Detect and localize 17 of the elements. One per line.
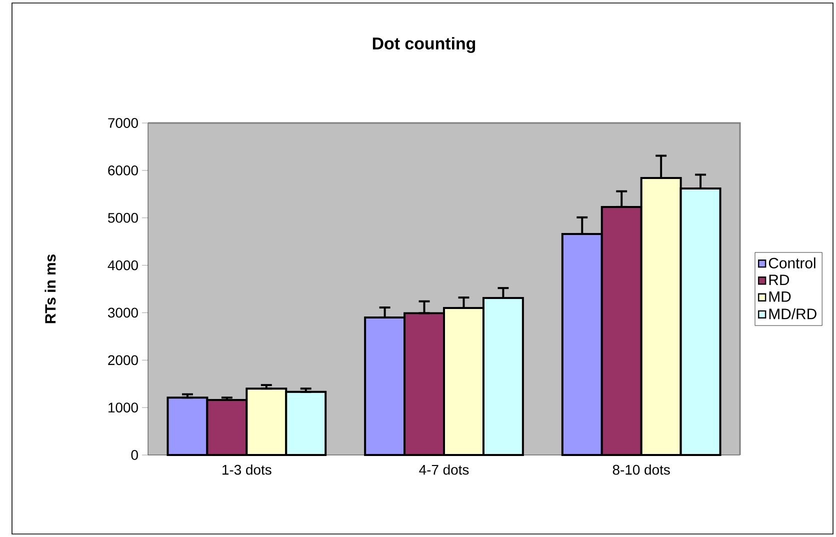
chart-title: Dot counting bbox=[372, 37, 476, 53]
y-tick-label: 5000 bbox=[108, 212, 138, 223]
y-tick-label: 3000 bbox=[108, 308, 138, 318]
y-axis-title: RTs in ms bbox=[44, 254, 56, 324]
y-tick-label: 0 bbox=[131, 450, 138, 460]
y-tick-label: 7000 bbox=[108, 118, 138, 128]
legend-label: Control bbox=[768, 257, 816, 268]
legend-label: RD bbox=[769, 274, 790, 286]
x-tick-label: 1-3 dots bbox=[222, 464, 272, 475]
x-tick-label: 8-10 dots bbox=[612, 464, 670, 475]
y-tick-label: 4000 bbox=[108, 260, 138, 270]
legend-label: MD bbox=[769, 291, 791, 302]
x-tick-label: 4-7 dots bbox=[419, 464, 469, 475]
y-tick-label: 1000 bbox=[108, 402, 138, 413]
y-tick-label: 6000 bbox=[108, 165, 138, 176]
legend-label: MD/RD bbox=[769, 308, 816, 320]
y-tick-label: 2000 bbox=[108, 355, 138, 366]
